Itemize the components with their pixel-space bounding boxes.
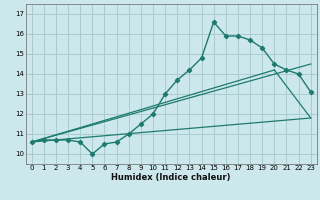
X-axis label: Humidex (Indice chaleur): Humidex (Indice chaleur)	[111, 173, 231, 182]
